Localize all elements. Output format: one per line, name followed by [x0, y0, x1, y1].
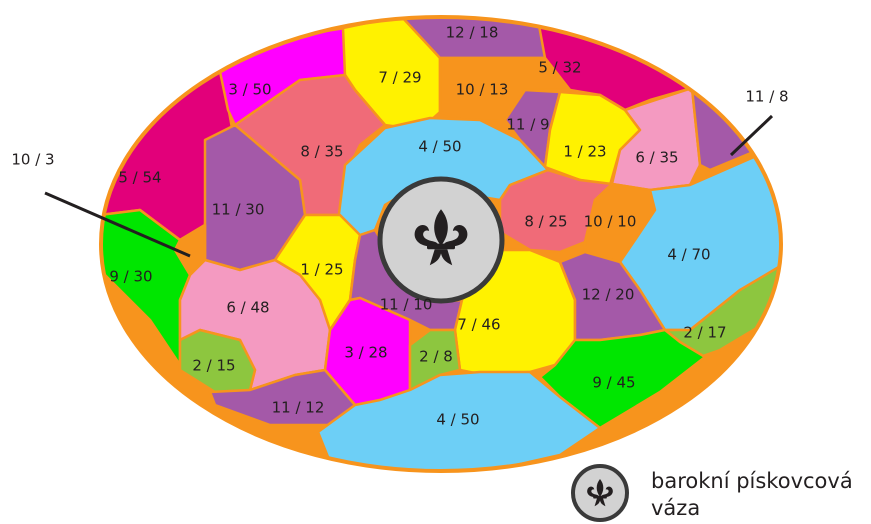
- legend-text: váza: [651, 496, 700, 520]
- region-label: 3 / 28: [344, 344, 387, 362]
- region-label: 6 / 35: [635, 149, 678, 167]
- bed-outline: [99, 15, 783, 473]
- region-label: 2 / 17: [683, 324, 726, 342]
- callout-line: [729, 114, 774, 157]
- region-label: 11 / 12: [272, 399, 325, 417]
- callout-line: [44, 191, 191, 258]
- region-label: 8 / 25: [524, 213, 567, 231]
- bed-region: [178, 328, 257, 394]
- region-label: 8 / 35: [300, 143, 343, 161]
- region-label: 4 / 50: [436, 411, 479, 429]
- region-label: 9 / 45: [592, 374, 635, 392]
- bed-region: [316, 370, 602, 471]
- region-label: 10 / 3: [11, 151, 54, 169]
- region-label: 11 / 10: [380, 296, 433, 314]
- region-label: 11 / 9: [506, 116, 549, 134]
- region-label: 10 / 13: [456, 81, 509, 99]
- region-label: 4 / 70: [667, 246, 710, 264]
- region-label: 4 / 50: [418, 138, 461, 156]
- region-label: 2 / 15: [192, 357, 235, 375]
- region-label: 11 / 8: [745, 88, 788, 106]
- region-label: 10 / 10: [584, 213, 637, 231]
- legend-text: barokní pískovcová: [651, 469, 853, 493]
- region-label: 12 / 18: [446, 24, 499, 42]
- region-label: 1 / 23: [563, 143, 606, 161]
- region-label: 2 / 8: [419, 348, 453, 366]
- region-label: 5 / 32: [538, 59, 581, 77]
- region-label: 7 / 29: [378, 69, 421, 87]
- region-label: 12 / 20: [582, 286, 635, 304]
- region-label: 3 / 50: [228, 81, 271, 99]
- bed-region: [538, 328, 707, 430]
- region-label: 6 / 48: [226, 299, 269, 317]
- region-label: 9 / 30: [109, 268, 152, 286]
- region-label: 11 / 30: [212, 201, 265, 219]
- region-label: 5 / 54: [118, 169, 161, 187]
- region-label: 1 / 25: [300, 261, 343, 279]
- region-label: 7 / 46: [457, 316, 500, 334]
